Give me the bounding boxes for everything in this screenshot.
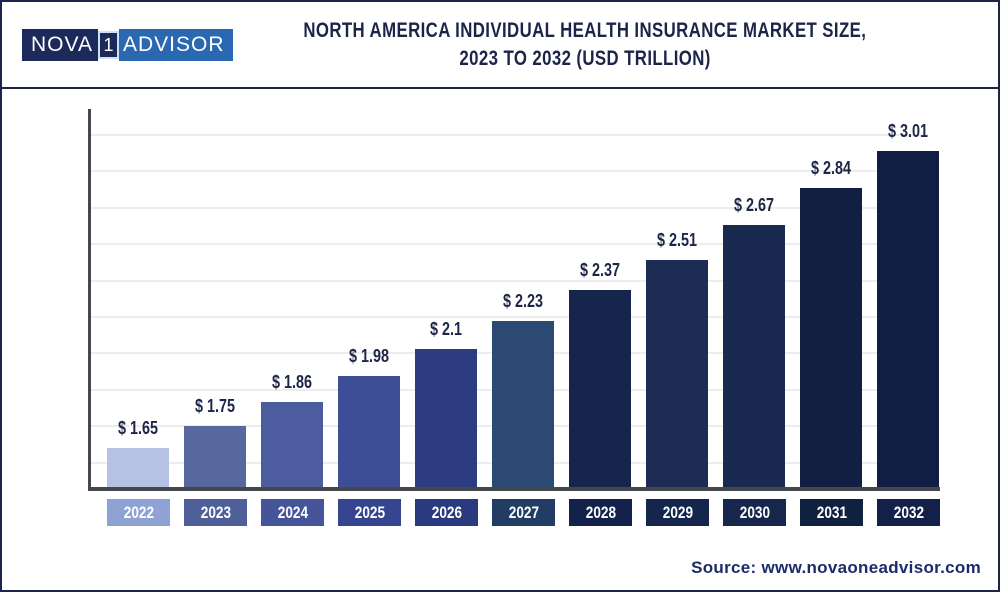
gridline [91,134,928,136]
x-tick-text: 2026 [431,502,462,522]
x-tick-text: 2028 [585,502,616,522]
x-tick-2032: 2032 [877,499,940,526]
bar-value-label-2031: $ 2.84 [771,158,891,180]
x-tick-text: 2031 [816,502,847,522]
bar-value-label-2022: $ 1.65 [78,418,198,440]
bar-value-text: $ 1.98 [348,345,390,366]
bar-value-label-2030: $ 2.67 [694,195,814,217]
chart-title: NORTH AMERICA INDIVIDUAL HEALTH INSURANC… [197,17,973,73]
bar-2027 [492,320,554,487]
gridline [91,243,928,246]
bar-value-label-2032: $ 3.01 [848,121,968,143]
bar-2031 [800,187,862,487]
gridline [91,170,928,173]
logo-one-badge: 1 [97,31,119,59]
x-tick-text: 2027 [508,502,539,522]
bar-value-text: $ 2.37 [579,260,621,281]
x-tick-2025: 2025 [338,499,401,526]
x-tick-text: 2032 [893,502,924,522]
bar-2024 [261,401,323,487]
gridline [91,279,928,282]
bar-value-label-2028: $ 2.37 [540,260,660,282]
x-tick-2026: 2026 [415,499,478,526]
source-credit: Source: www.novaoneadvisor.com [691,558,981,577]
x-tick-2030: 2030 [723,499,786,526]
bar-2030 [723,224,785,487]
bar-2029 [646,259,708,487]
bar-value-label-2026: $ 2.1 [386,319,506,341]
x-tick-2029: 2029 [646,499,709,526]
bar-value-label-2025: $ 1.98 [309,346,429,368]
x-tick-2022: 2022 [107,499,170,526]
bar-2028 [569,290,631,487]
bar-2032 [877,150,939,487]
bar-value-text: $ 1.75 [194,395,236,416]
x-tick-text: 2022 [123,502,154,522]
x-tick-text: 2024 [277,502,308,522]
bar-value-text: $ 3.01 [887,120,929,141]
x-tick-2024: 2024 [261,499,324,526]
bar-value-label-2029: $ 2.51 [617,230,737,252]
x-tick-2028: 2028 [569,499,632,526]
header: NOVA 1 ADVISOR NORTH AMERICA INDIVIDUAL … [2,2,998,89]
chart-title-line1: NORTH AMERICA INDIVIDUAL HEALTH INSURANC… [303,19,867,42]
bar-value-label-2027: $ 2.23 [463,291,583,313]
bar-2026 [415,349,477,487]
bar-value-label-2024: $ 1.86 [232,372,352,394]
bar-value-text: $ 2.51 [656,229,698,250]
gridline [91,206,928,209]
bar-value-text: $ 2.84 [810,157,852,178]
logo-nova-segment: NOVA [22,29,98,61]
x-tick-text: 2025 [354,502,385,522]
x-tick-2027: 2027 [492,499,555,526]
x-tick-2023: 2023 [184,499,247,526]
nova-one-advisor-logo: NOVA 1 ADVISOR [22,29,233,61]
y-axis-line [88,109,91,491]
bar-value-label-2023: $ 1.75 [155,396,275,418]
bar-value-text: $ 2.67 [733,194,775,215]
bar-2022 [107,447,169,487]
bar-value-text: $ 2.1 [429,319,463,340]
x-axis-line [88,487,940,491]
gridline [91,316,928,318]
x-tick-text: 2030 [739,502,770,522]
chart-title-line2: 2023 TO 2032 (USD TRILLION) [459,47,711,70]
plot-area: $ 1.65 $ 1.75 $ 1.86 $ 1.98 $ 2.1 $ 2.23 $ 2.3… [88,109,940,487]
bar-2025 [338,375,400,487]
x-tick-2031: 2031 [800,499,863,526]
bar-value-text: $ 1.86 [271,371,313,392]
bar-value-text: $ 2.23 [502,290,544,311]
bar-2023 [184,425,246,487]
x-tick-text: 2023 [200,502,231,522]
x-tick-text: 2029 [662,502,693,522]
logo-advisor-segment: ADVISOR [118,29,233,61]
bar-value-text: $ 1.65 [117,417,159,438]
